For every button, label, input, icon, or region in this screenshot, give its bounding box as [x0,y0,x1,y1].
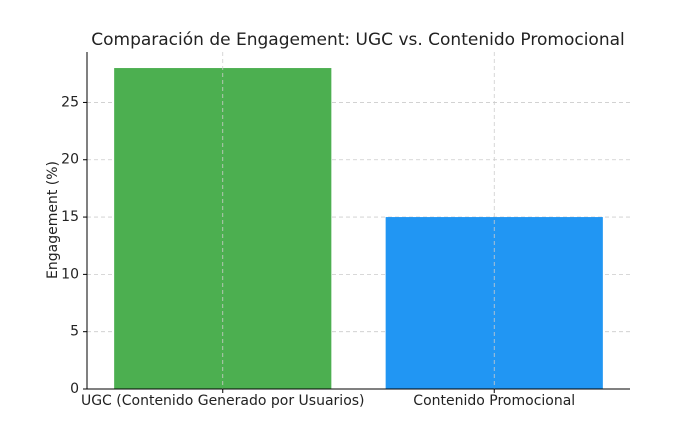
y-tick-label: 25 [61,94,79,110]
y-tick-label: 20 [61,152,79,168]
x-tick-label: UGC (Contenido Generado por Usuarios) [81,393,365,409]
y-tick-label: 15 [61,209,79,225]
y-axis-label: Engagement (%) [45,161,61,279]
y-tick-label: 10 [61,266,79,282]
chart-title: Comparación de Engagement: UGC vs. Conte… [91,30,625,50]
y-tick-label: 0 [70,381,79,397]
y-tick-label: 5 [70,324,79,340]
x-tick-label: Contenido Promocional [413,393,575,409]
